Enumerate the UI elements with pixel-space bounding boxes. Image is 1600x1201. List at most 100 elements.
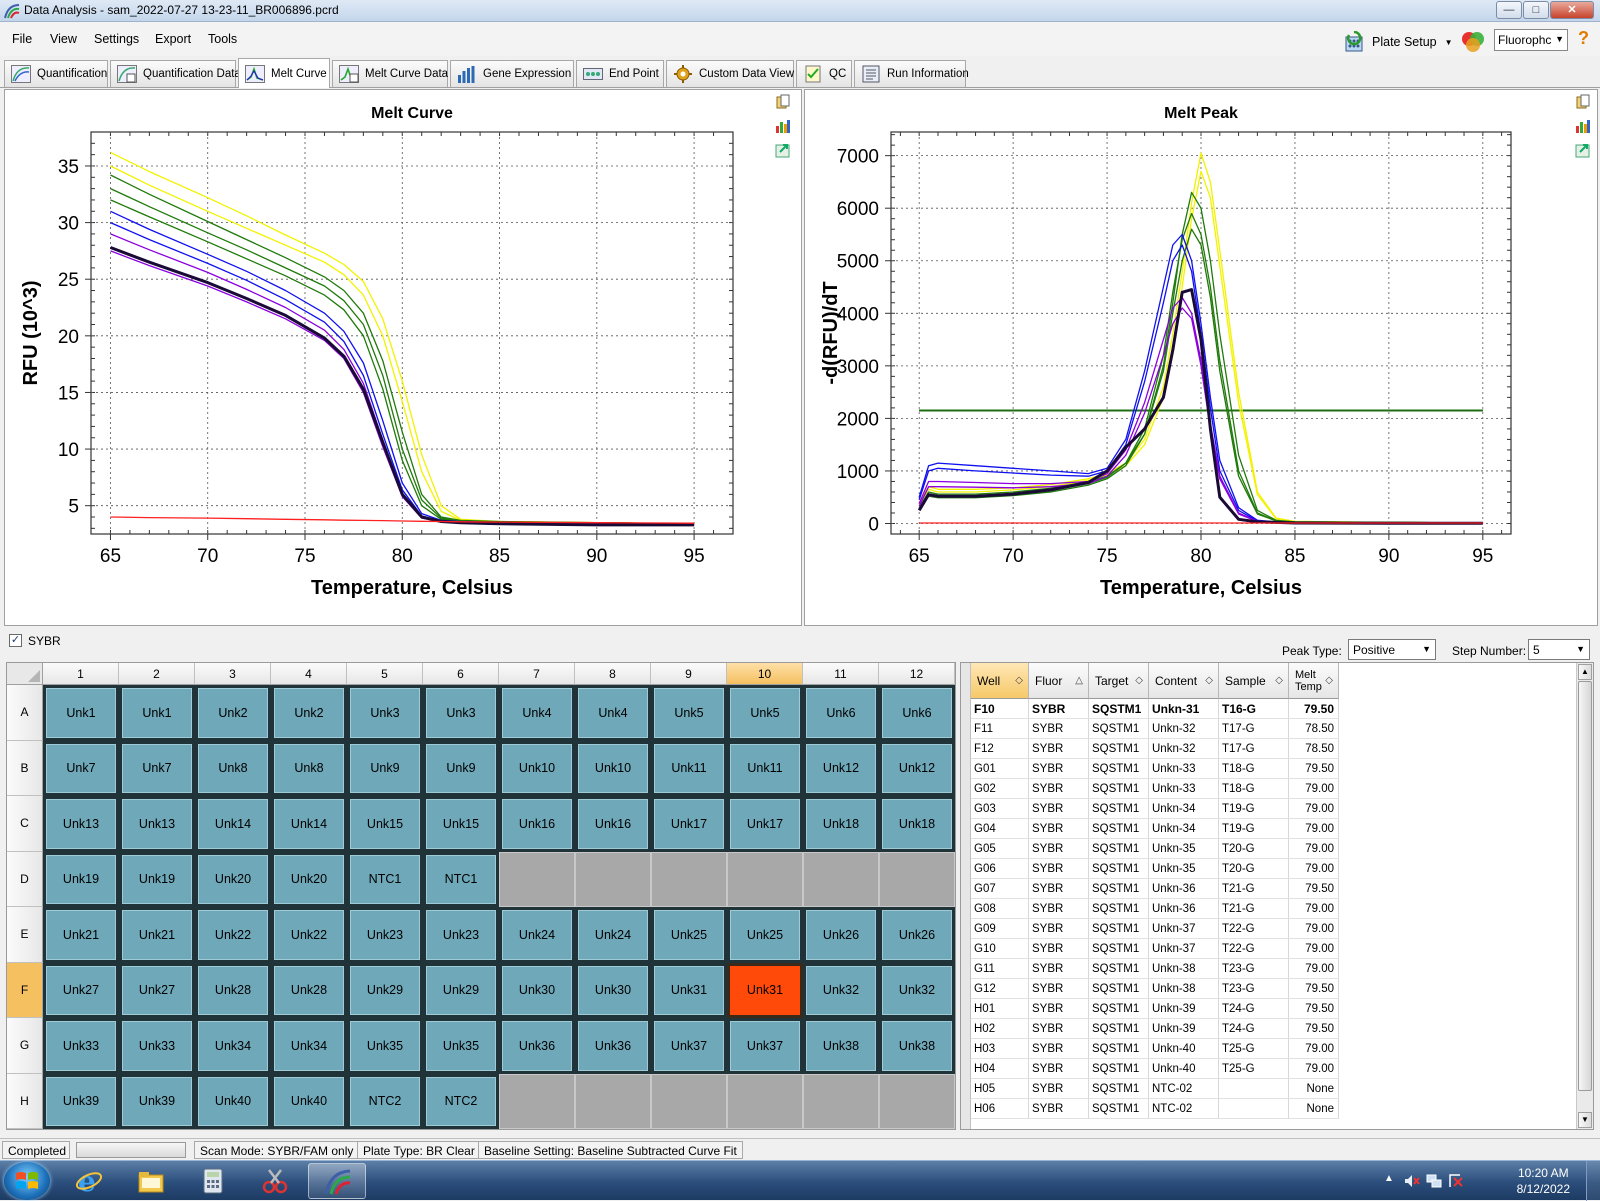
tab-quantification-data[interactable]: Quantification Data <box>110 60 241 87</box>
plate-well-B10[interactable]: Unk11 <box>727 740 803 796</box>
tab-gene-expression[interactable]: Gene Expression <box>450 60 574 87</box>
table-cell[interactable]: SQSTM1 <box>1089 739 1149 759</box>
plate-well-G7[interactable]: Unk36 <box>499 1018 575 1074</box>
table-cell[interactable]: G02 <box>971 779 1029 799</box>
plate-well-G9[interactable]: Unk37 <box>651 1018 727 1074</box>
table-cell[interactable]: SQSTM1 <box>1089 819 1149 839</box>
sort-icon[interactable]: ◇ <box>1015 675 1023 686</box>
plate-well-H3[interactable]: Unk40 <box>195 1073 271 1129</box>
table-cell[interactable]: T16-G <box>1219 699 1289 719</box>
copy-icon[interactable] <box>1575 94 1591 110</box>
plate-well-G3[interactable]: Unk34 <box>195 1018 271 1074</box>
plate-well-B12[interactable]: Unk12 <box>879 740 955 796</box>
plate-well-D12[interactable] <box>879 851 955 907</box>
menu-tools[interactable]: Tools <box>208 32 238 46</box>
table-cell[interactable]: Unkn-38 <box>1149 959 1219 979</box>
series-line-yellow[interactable] <box>918 152 1483 524</box>
plate-column-header[interactable]: 9 <box>651 663 727 685</box>
plate-row-header[interactable]: H <box>7 1073 43 1129</box>
peak-type-select[interactable]: Positive ▼ <box>1348 639 1436 660</box>
chart-options-icon[interactable] <box>775 118 791 134</box>
sort-icon[interactable]: △ <box>1075 675 1083 686</box>
table-cell[interactable]: SYBR <box>1029 1039 1089 1059</box>
plate-well-B9[interactable]: Unk11 <box>651 740 727 796</box>
plate-well-F5[interactable]: Unk29 <box>347 962 423 1018</box>
table-cell[interactable]: F10 <box>971 699 1029 719</box>
table-cell[interactable]: H01 <box>971 999 1029 1019</box>
table-cell[interactable]: T25-G <box>1219 1059 1289 1079</box>
table-cell[interactable]: G06 <box>971 859 1029 879</box>
plate-well-A12[interactable]: Unk6 <box>879 685 955 741</box>
plate-well-E2[interactable]: Unk21 <box>119 907 195 963</box>
scroll-down-icon[interactable]: ▼ <box>1578 1112 1592 1128</box>
taskbar-cfx-maestro[interactable] <box>308 1163 366 1199</box>
table-cell[interactable]: SYBR <box>1029 979 1089 999</box>
select-all-corner[interactable] <box>7 663 43 685</box>
plate-row-header[interactable]: D <box>7 851 43 907</box>
table-cell[interactable]: H02 <box>971 1019 1029 1039</box>
plate-well-H4[interactable]: Unk40 <box>271 1073 347 1129</box>
table-cell[interactable]: SYBR <box>1029 799 1089 819</box>
plate-well-A5[interactable]: Unk3 <box>347 685 423 741</box>
table-cell[interactable]: SQSTM1 <box>1089 959 1149 979</box>
table-cell[interactable]: SQSTM1 <box>1089 779 1149 799</box>
plate-well-G12[interactable]: Unk38 <box>879 1018 955 1074</box>
table-cell[interactable]: SYBR <box>1029 999 1089 1019</box>
table-cell[interactable]: SQSTM1 <box>1089 1039 1149 1059</box>
plate-well-D7[interactable] <box>499 851 575 907</box>
tab-run-information[interactable]: Run Information <box>854 60 969 87</box>
table-cell[interactable]: NTC-02 <box>1149 1079 1219 1099</box>
plate-well-F1[interactable]: Unk27 <box>43 962 119 1018</box>
menu-settings[interactable]: Settings <box>94 32 140 46</box>
plate-well-B1[interactable]: Unk7 <box>43 740 119 796</box>
table-cell[interactable]: G01 <box>971 759 1029 779</box>
table-header-target[interactable]: Target ◇ <box>1089 663 1149 699</box>
table-cell[interactable]: T22-G <box>1219 939 1289 959</box>
table-cell[interactable]: 78.50 <box>1289 719 1339 739</box>
plate-well-C8[interactable]: Unk16 <box>575 796 651 852</box>
table-cell[interactable]: T20-G <box>1219 859 1289 879</box>
plate-well-C1[interactable]: Unk13 <box>43 796 119 852</box>
table-cell[interactable]: SYBR <box>1029 1079 1089 1099</box>
series-line-dark[interactable] <box>109 246 695 527</box>
plate-well-F9[interactable]: Unk31 <box>651 962 727 1018</box>
menu-file[interactable]: File <box>12 32 33 46</box>
maximize-button[interactable]: □ <box>1523 1 1549 19</box>
table-cell[interactable]: T20-G <box>1219 839 1289 859</box>
table-cell[interactable]: G10 <box>971 939 1029 959</box>
action-center-icon[interactable] <box>1448 1173 1464 1189</box>
table-cell[interactable]: SYBR <box>1029 839 1089 859</box>
table-cell[interactable]: SYBR <box>1029 1019 1089 1039</box>
table-cell[interactable]: SYBR <box>1029 939 1089 959</box>
table-cell[interactable]: SYBR <box>1029 739 1089 759</box>
plate-well-E10[interactable]: Unk25 <box>727 907 803 963</box>
table-cell[interactable]: Unkn-39 <box>1149 999 1219 1019</box>
plate-well-D11[interactable] <box>803 851 879 907</box>
plate-row-header[interactable]: E <box>7 907 43 963</box>
plate-well-F7[interactable]: Unk30 <box>499 962 575 1018</box>
table-cell[interactable]: SYBR <box>1029 819 1089 839</box>
plate-well-C2[interactable]: Unk13 <box>119 796 195 852</box>
table-cell[interactable]: G11 <box>971 959 1029 979</box>
table-cell[interactable]: G09 <box>971 919 1029 939</box>
table-cell[interactable]: SQSTM1 <box>1089 799 1149 819</box>
table-cell[interactable]: SQSTM1 <box>1089 759 1149 779</box>
plate-well-G2[interactable]: Unk33 <box>119 1018 195 1074</box>
plate-well-H7[interactable] <box>499 1073 575 1129</box>
table-cell[interactable]: T22-G <box>1219 919 1289 939</box>
table-cell[interactable]: SQSTM1 <box>1089 919 1149 939</box>
plate-well-E12[interactable]: Unk26 <box>879 907 955 963</box>
show-desktop-button[interactable] <box>1586 1161 1600 1201</box>
table-cell[interactable]: T18-G <box>1219 779 1289 799</box>
plate-well-C11[interactable]: Unk18 <box>803 796 879 852</box>
plate-well-E8[interactable]: Unk24 <box>575 907 651 963</box>
help-icon[interactable]: ? <box>1578 28 1589 48</box>
table-cell[interactable]: Unkn-31 <box>1149 699 1219 719</box>
volume-muted-icon[interactable] <box>1404 1173 1420 1189</box>
plate-well-D3[interactable]: Unk20 <box>195 851 271 907</box>
plate-well-B4[interactable]: Unk8 <box>271 740 347 796</box>
sort-icon[interactable]: ◇ <box>1325 675 1333 686</box>
plate-well-E11[interactable]: Unk26 <box>803 907 879 963</box>
sort-icon[interactable]: ◇ <box>1205 675 1213 686</box>
tab-melt-curve-data[interactable]: Melt Curve Data <box>332 60 448 87</box>
